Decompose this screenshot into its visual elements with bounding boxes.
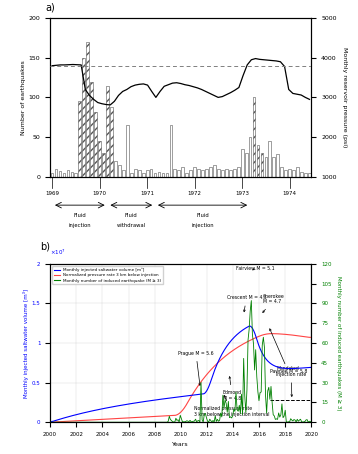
Bar (118, 165, 121, 177)
Bar (261, 153, 263, 177)
Bar (296, 167, 299, 177)
Bar (237, 167, 240, 177)
Text: 1974: 1974 (283, 191, 297, 196)
Text: 1969: 1969 (45, 191, 59, 196)
Bar (174, 169, 176, 177)
Bar (78, 101, 81, 177)
Text: Fluid: Fluid (125, 213, 138, 218)
Bar (90, 82, 93, 177)
Bar (268, 141, 271, 177)
X-axis label: Years: Years (173, 443, 189, 448)
Text: withdrawal: withdrawal (117, 222, 146, 227)
Bar (154, 173, 156, 177)
Text: Edmond
M = 4.8: Edmond M = 4.8 (223, 377, 242, 401)
Bar (221, 170, 224, 177)
Bar (193, 167, 196, 177)
Text: Fluid: Fluid (196, 213, 209, 218)
Y-axis label: Monthly number of induced earthquakes (M ≥ 3): Monthly number of induced earthquakes (M… (337, 276, 342, 410)
Bar (165, 173, 168, 177)
Y-axis label: Monthly reservoir pressure (psi): Monthly reservoir pressure (psi) (342, 47, 347, 148)
Text: injection: injection (68, 222, 91, 227)
Bar (253, 98, 255, 177)
Bar (158, 172, 160, 177)
Bar (130, 173, 133, 177)
Text: Fluid: Fluid (73, 213, 86, 218)
Bar (150, 169, 153, 177)
Bar (71, 172, 73, 177)
Text: Fairview M = 5.1: Fairview M = 5.1 (236, 266, 274, 271)
Y-axis label: Number of earthquakes: Number of earthquakes (21, 60, 26, 135)
Bar (241, 149, 243, 177)
Bar (63, 173, 66, 177)
Bar (229, 170, 232, 177)
Bar (55, 169, 57, 177)
Text: $\times 10^7$: $\times 10^7$ (50, 248, 66, 257)
Bar (197, 169, 200, 177)
Bar (67, 170, 69, 177)
Bar (201, 170, 204, 177)
Bar (106, 85, 109, 177)
Bar (304, 173, 307, 177)
Bar (51, 173, 53, 177)
Bar (189, 170, 192, 177)
Text: Mandated
injection rate: Mandated injection rate (276, 366, 306, 396)
Bar (94, 112, 97, 177)
Text: injection: injection (191, 222, 214, 227)
Text: 1972: 1972 (188, 191, 202, 196)
Bar (280, 167, 283, 177)
Text: Prague M = 5.6: Prague M = 5.6 (178, 351, 214, 385)
Text: 1970: 1970 (93, 191, 107, 196)
Bar (74, 173, 77, 177)
Bar (276, 154, 279, 177)
Bar (265, 157, 267, 177)
Bar (98, 141, 101, 177)
Bar (185, 173, 188, 177)
Bar (134, 169, 137, 177)
Bar (110, 107, 113, 177)
Text: Cherokee
M = 4.7: Cherokee M = 4.7 (263, 294, 285, 312)
Bar (292, 170, 295, 177)
Bar (233, 169, 236, 177)
Text: b): b) (40, 242, 50, 252)
Y-axis label: Monthly injected saltwater volume [m³]: Monthly injected saltwater volume [m³] (23, 288, 29, 398)
Bar (308, 173, 311, 177)
Bar (146, 170, 149, 177)
Text: Crescent M = 4.5: Crescent M = 4.5 (227, 296, 266, 312)
Text: 1973: 1973 (235, 191, 249, 196)
Bar (245, 153, 247, 177)
Bar (169, 125, 172, 177)
Text: Pawnee M = 5.8: Pawnee M = 5.8 (270, 329, 307, 374)
Legend: Monthly injected saltwater volume [m³], Normalized pressure rate 3 km below inje: Monthly injected saltwater volume [m³], … (52, 266, 163, 284)
Bar (102, 153, 105, 177)
Bar (249, 137, 251, 177)
Bar (122, 170, 125, 177)
Bar (86, 42, 89, 177)
Bar (284, 170, 287, 177)
Bar (213, 165, 216, 177)
Bar (257, 145, 260, 177)
Bar (138, 170, 141, 177)
Bar (272, 157, 275, 177)
Bar (161, 173, 164, 177)
Bar (225, 169, 228, 177)
Bar (209, 167, 212, 177)
Bar (288, 169, 291, 177)
Bar (178, 170, 180, 177)
Bar (217, 169, 220, 177)
Bar (82, 58, 85, 177)
Bar (114, 161, 117, 177)
Bar (59, 171, 62, 177)
Bar (182, 167, 184, 177)
Bar (300, 172, 303, 177)
Bar (126, 125, 129, 177)
Text: 1971: 1971 (140, 191, 154, 196)
Bar (142, 173, 145, 177)
Text: a): a) (45, 3, 55, 13)
Text: Normalized pressure rate
3 km below the injection interval: Normalized pressure rate 3 km below the … (194, 395, 269, 417)
Bar (205, 169, 208, 177)
